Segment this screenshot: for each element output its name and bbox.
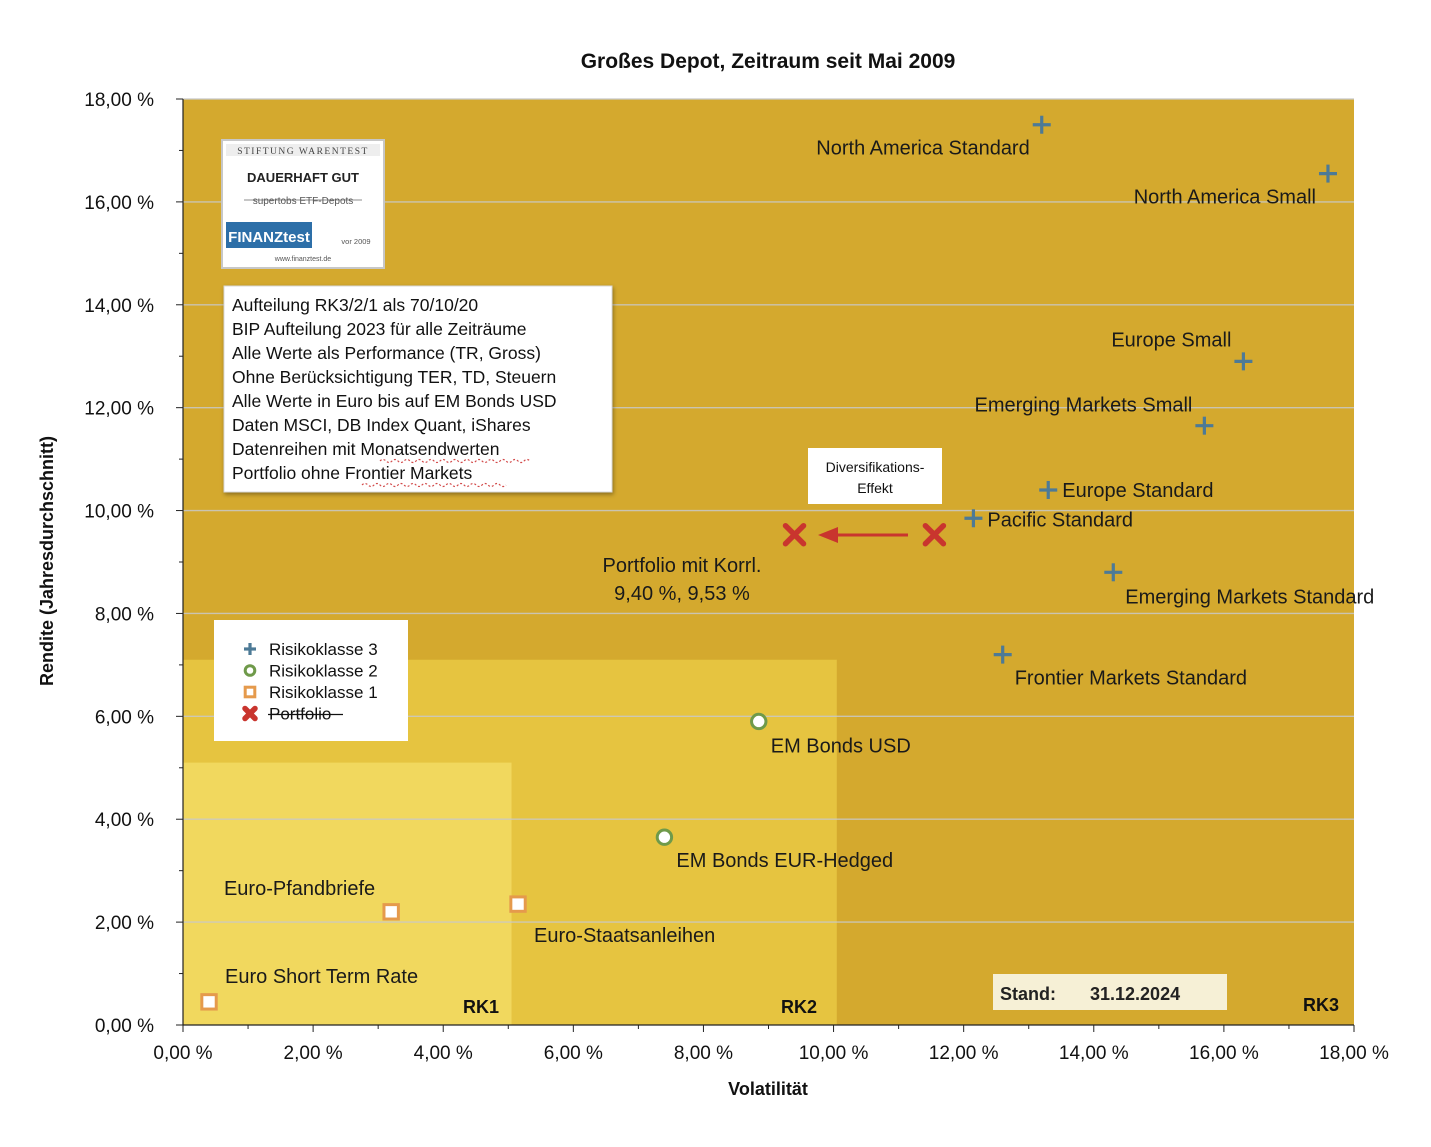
diversification-arrow xyxy=(818,527,908,543)
point-label: Euro-Staatsanleihen xyxy=(534,925,715,947)
x-tick-label: 10,00 % xyxy=(799,1043,869,1064)
zone-rk1 xyxy=(183,762,512,1025)
point-label: Pacific Standard xyxy=(987,509,1133,531)
notes-box: Aufteilung RK3/2/1 als 70/10/20 BIP Aufte… xyxy=(223,285,613,493)
x-axis-title: Volatilität xyxy=(728,1079,808,1099)
point-label: EM Bonds USD xyxy=(771,735,911,757)
x-tick-label: 18,00 % xyxy=(1319,1043,1389,1064)
x-tick-label: 6,00 % xyxy=(544,1043,603,1064)
x-tick-label: 4,00 % xyxy=(414,1043,473,1064)
point-label: Euro Short Term Rate xyxy=(225,966,418,988)
y-tick-label: 8,00 % xyxy=(95,604,154,625)
note-line: Alle Werte in Euro bis auf EM Bonds USD xyxy=(232,391,557,411)
badge-header: STIFTUNG WARENTEST xyxy=(237,147,369,157)
zone-label-rk2: RK2 xyxy=(781,997,817,1017)
point-square xyxy=(382,903,400,921)
point-square xyxy=(509,895,527,913)
stand-date: 31.12.2024 xyxy=(1090,984,1180,1004)
legend-marker xyxy=(243,685,257,699)
y-tick-label: 4,00 % xyxy=(95,810,154,831)
point-label: Emerging Markets Small xyxy=(975,395,1193,417)
stand-label: Stand: xyxy=(1000,984,1056,1004)
zone-label-rk3: RK3 xyxy=(1303,995,1339,1015)
legend-marker xyxy=(242,705,258,722)
legend-marker xyxy=(243,664,257,677)
legend-label: Risikoklasse 3 xyxy=(269,640,378,659)
point-plus xyxy=(1195,416,1214,435)
x-tick-label: 8,00 % xyxy=(674,1043,733,1064)
stand-box: Stand: 31.12.2024 xyxy=(993,974,1227,1010)
axes: 0,00 % 2,00 % 4,00 % 6,00 % 8,00 % 10,00 % 12,… xyxy=(84,90,1389,1064)
y-tick-label: 6,00 % xyxy=(95,707,154,728)
finanztest-badge: STIFTUNG WARENTEST DAUERHAFT GUT superto… xyxy=(221,139,385,269)
x-tick-label: 2,00 % xyxy=(284,1043,343,1064)
point-label: Frontier Markets Standard xyxy=(1015,668,1247,690)
point-circle xyxy=(655,828,674,846)
point-label: Europe Small xyxy=(1111,329,1231,351)
portfolio-label-line1: Portfolio mit Korrl. xyxy=(603,555,762,577)
y-tick-label: 10,00 % xyxy=(84,502,154,523)
y-axis-title: Rendite (Jahresdurchschnitt) xyxy=(37,436,57,686)
point-plus xyxy=(993,645,1012,664)
note-line: Ohne Berücksichtigung TER, TD, Steuern xyxy=(232,367,556,387)
legend-label: Risikoklasse 1 xyxy=(269,683,378,702)
point-plus xyxy=(964,509,983,528)
legend-marker xyxy=(244,643,256,655)
point-x xyxy=(922,522,947,547)
badge-url: www.finanztest.de xyxy=(274,256,332,263)
point-label: North America Standard xyxy=(816,138,1029,160)
portfolio-label-line2: 9,40 %, 9,53 % xyxy=(614,583,750,605)
risk-zones xyxy=(183,99,1354,1025)
y-tick-label: 2,00 % xyxy=(95,913,154,934)
zone-label-rk1: RK1 xyxy=(463,997,499,1017)
y-tick-label: 14,00 % xyxy=(84,296,154,317)
data-points xyxy=(200,115,1337,1011)
legend-label: Risikoklasse 2 xyxy=(269,662,378,681)
badge-rating: DAUERHAFT GUT xyxy=(247,170,359,185)
point-circle xyxy=(750,712,768,731)
note-line: Datenreihen mit Monatsendwerten xyxy=(232,439,500,459)
chart-title: Großes Depot, Zeitraum seit Mai 2009 xyxy=(581,50,956,73)
point-labels: North America Standard North America Smal… xyxy=(224,138,1374,988)
point-label: Euro-Pfandbriefe xyxy=(224,878,375,900)
point-label: EM Bonds EUR-Hedged xyxy=(676,850,893,872)
badge-year: vor 2009 xyxy=(341,237,370,246)
note-line: Alle Werte als Performance (TR, Gross) xyxy=(232,343,541,363)
point-square xyxy=(200,993,218,1011)
point-plus xyxy=(1039,480,1058,499)
y-tick-label: 0,00 % xyxy=(95,1016,154,1037)
point-label: Emerging Markets Standard xyxy=(1125,586,1374,608)
point-label: Europe Standard xyxy=(1062,480,1213,502)
badge-brand: FINANZtest xyxy=(228,229,310,246)
point-plus xyxy=(1104,563,1123,582)
y-tick-label: 12,00 % xyxy=(84,399,154,420)
diversification-box: Diversifikations- Effekt xyxy=(808,448,942,504)
x-tick-label: 0,00 % xyxy=(153,1043,212,1064)
legend: Risikoklasse 3 Risikoklasse 2 Risikoklasse… xyxy=(214,620,408,741)
badge-subtitle: supertobs ETF-Depots xyxy=(253,196,354,207)
point-plus xyxy=(1234,352,1253,371)
point-x xyxy=(782,522,807,547)
point-plus xyxy=(1318,164,1337,183)
diversification-label-line1: Diversifikations- xyxy=(826,459,925,475)
x-tick-label: 12,00 % xyxy=(929,1043,999,1064)
diversification-label-line2: Effekt xyxy=(857,480,893,496)
y-tick-label: 18,00 % xyxy=(84,90,154,111)
note-line: BIP Aufteilung 2023 für alle Zeiträume xyxy=(232,319,526,339)
note-line: Daten MSCI, DB Index Quant, iShares xyxy=(232,415,531,435)
point-label: North America Small xyxy=(1134,187,1316,209)
note-line: Portfolio ohne Frontier Markets xyxy=(232,463,472,483)
point-plus xyxy=(1032,115,1051,134)
x-tick-label: 16,00 % xyxy=(1189,1043,1259,1064)
note-line: Aufteilung RK3/2/1 als 70/10/20 xyxy=(232,295,478,315)
x-tick-label: 14,00 % xyxy=(1059,1043,1129,1064)
y-tick-label: 16,00 % xyxy=(84,193,154,214)
